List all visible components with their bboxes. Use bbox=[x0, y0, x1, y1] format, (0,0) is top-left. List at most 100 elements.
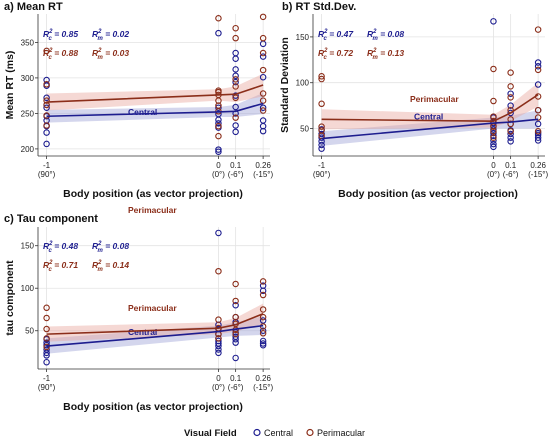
data-point bbox=[259, 13, 267, 21]
data-point bbox=[534, 128, 542, 135]
data-point bbox=[490, 113, 497, 120]
data-point bbox=[534, 129, 542, 137]
x-tick-sublabel: (0°) bbox=[487, 170, 500, 179]
data-point bbox=[215, 15, 222, 22]
data-point bbox=[232, 122, 239, 129]
x-tick-sublabel: (90°) bbox=[38, 383, 56, 392]
fit-line bbox=[46, 324, 264, 347]
data-point bbox=[43, 314, 50, 322]
y-tick-label: 100 bbox=[21, 284, 35, 293]
data-point bbox=[259, 66, 267, 74]
data-point bbox=[259, 34, 267, 42]
data-point bbox=[232, 76, 239, 83]
data-point bbox=[215, 267, 222, 275]
data-point bbox=[215, 104, 222, 111]
data-point bbox=[215, 349, 222, 357]
data-point bbox=[259, 337, 267, 345]
data-point bbox=[232, 114, 239, 121]
x-tick-sublabel: (-6°) bbox=[228, 383, 244, 392]
r2-conditional: R2 c = 0.71 bbox=[43, 260, 78, 273]
data-point bbox=[507, 83, 514, 90]
data-point bbox=[43, 47, 50, 55]
data-point bbox=[259, 104, 267, 111]
data-point bbox=[507, 102, 514, 109]
data-point bbox=[490, 137, 497, 144]
fit-line bbox=[46, 102, 264, 118]
fit-line bbox=[321, 93, 539, 122]
r2-marginal: R2 m = 0.14 bbox=[92, 260, 129, 273]
data-point bbox=[490, 18, 497, 25]
x-tick-sublabel: (-6°) bbox=[228, 170, 244, 179]
data-point bbox=[43, 325, 50, 333]
data-point bbox=[215, 122, 222, 130]
y-axis-label: Mean RT (ms) bbox=[4, 51, 16, 120]
legend-perimacular-marker bbox=[306, 428, 314, 437]
r2-marginal: R2 m = 0.02 bbox=[92, 29, 129, 42]
series-label: Perimacular bbox=[410, 94, 459, 104]
data-point bbox=[232, 92, 239, 99]
data-point bbox=[490, 65, 497, 73]
data-point bbox=[259, 341, 267, 349]
data-point bbox=[215, 132, 222, 140]
r2-marginal: R2 m = 0.03 bbox=[92, 48, 129, 61]
data-point bbox=[232, 297, 239, 305]
data-point bbox=[534, 134, 542, 141]
data-point bbox=[232, 280, 239, 288]
data-point bbox=[507, 138, 514, 145]
data-point bbox=[534, 114, 542, 121]
fit-line bbox=[321, 118, 539, 140]
data-point bbox=[259, 97, 267, 104]
confidence-band bbox=[46, 316, 264, 354]
x-tick-label: 0 bbox=[216, 374, 221, 383]
data-point bbox=[318, 75, 325, 83]
data-point bbox=[232, 339, 239, 346]
data-point bbox=[215, 146, 222, 153]
data-point bbox=[232, 55, 239, 62]
data-point bbox=[232, 24, 239, 32]
data-point bbox=[43, 94, 50, 102]
data-point bbox=[534, 106, 542, 114]
data-point bbox=[232, 128, 239, 136]
data-point bbox=[43, 343, 50, 351]
data-point bbox=[215, 120, 222, 127]
data-point bbox=[215, 335, 222, 342]
data-point bbox=[490, 134, 497, 141]
x-tick-label: -1 bbox=[318, 161, 326, 170]
data-point bbox=[259, 330, 267, 337]
data-point bbox=[490, 143, 497, 151]
x-tick-label: -1 bbox=[43, 374, 51, 383]
legend: Visual Field Central Perimacular bbox=[184, 428, 365, 439]
confidence-band bbox=[321, 82, 539, 130]
data-point bbox=[43, 349, 50, 357]
r2-marginal: R2 m = 0.08 bbox=[92, 241, 129, 254]
x-tick-label: 0.26 bbox=[255, 161, 271, 170]
r2-conditional: R2 c = 0.72 bbox=[318, 48, 353, 61]
plot-area bbox=[38, 14, 270, 156]
x-axis-label: Body position (as vector projection) bbox=[63, 401, 243, 413]
data-point bbox=[534, 62, 542, 70]
data-point bbox=[215, 342, 222, 350]
r2-conditional: R2 c = 0.48 bbox=[43, 241, 78, 254]
data-point bbox=[215, 316, 222, 323]
data-point bbox=[534, 81, 542, 88]
x-tick-sublabel: (0°) bbox=[212, 383, 225, 392]
data-point bbox=[259, 73, 267, 81]
data-point bbox=[232, 313, 239, 321]
data-point bbox=[43, 122, 50, 129]
data-point bbox=[318, 123, 325, 130]
data-point bbox=[43, 140, 50, 148]
x-tick-sublabel: (0°) bbox=[212, 170, 225, 179]
fit-line bbox=[46, 312, 264, 335]
data-point bbox=[318, 141, 325, 149]
plot-area bbox=[38, 227, 270, 369]
x-tick-label: 0.26 bbox=[530, 161, 546, 170]
data-point bbox=[490, 129, 497, 137]
data-point bbox=[259, 127, 267, 135]
data-point bbox=[232, 78, 239, 86]
x-tick-label: 0.1 bbox=[230, 161, 242, 170]
y-axis-label: tau component bbox=[4, 260, 16, 336]
x-tick-sublabel: (-15°) bbox=[253, 383, 273, 392]
data-point bbox=[232, 330, 239, 338]
data-point bbox=[259, 291, 267, 299]
